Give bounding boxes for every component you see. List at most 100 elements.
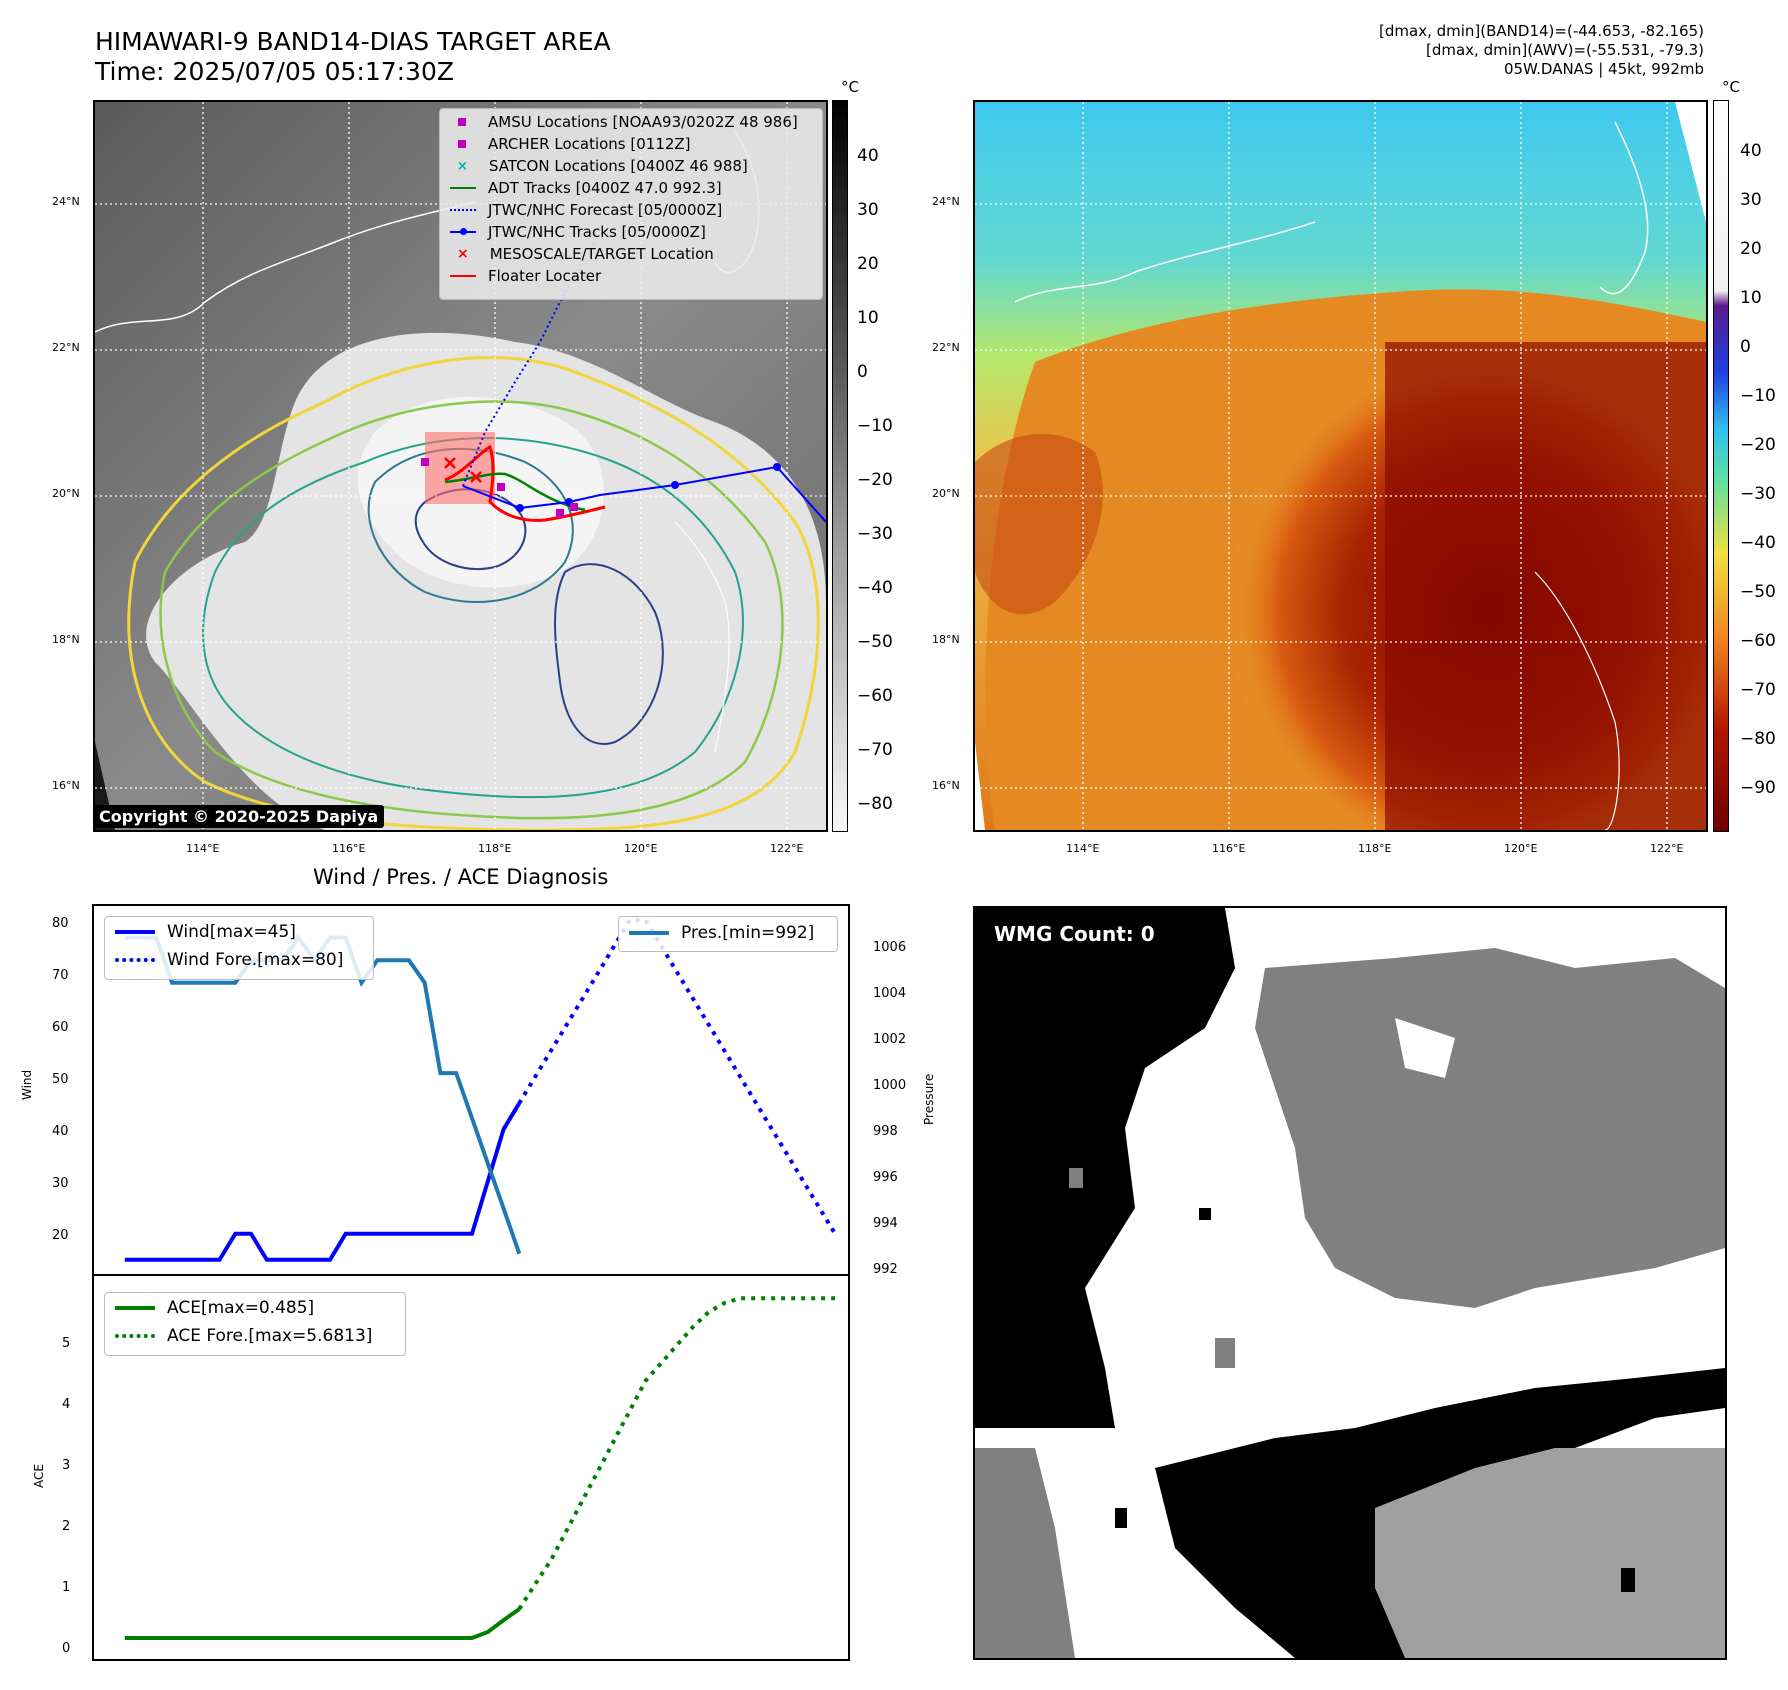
left-lon-tick: 116°E (332, 842, 366, 855)
right-lat-tick: 22°N (932, 341, 960, 354)
wmg-image (975, 908, 1725, 1658)
left-lon-tick: 122°E (770, 842, 804, 855)
pressure-tick: 1006 (873, 940, 907, 955)
ace-fore-legend-line (115, 1334, 155, 1338)
right-colorbar-tick: −50 (1740, 582, 1776, 602)
pressure-tick: 996 (873, 1170, 898, 1185)
right-colorbar-tick: −70 (1740, 680, 1776, 700)
wind-tick: 50 (52, 1072, 69, 1087)
right-colorbar-tick: 0 (1740, 337, 1751, 357)
left-map-legend: AMSU Locations [NOAA93/0202Z 48 986] ARC… (439, 108, 823, 300)
right-map-info: [dmax, dmin](BAND14)=(-44.653, -82.165) … (1104, 22, 1704, 79)
legend-floater-label: Floater Locater (488, 267, 602, 285)
wind-axis-label: Wind (20, 1069, 34, 1100)
left-colorbar-tick: 10 (857, 308, 879, 328)
pressure-tick: 1000 (873, 1078, 907, 1093)
ace-tick: 0 (62, 1641, 71, 1656)
left-map-panel: AMSU Locations [NOAA93/0202Z 48 986] ARC… (93, 100, 828, 832)
wind-tick: 80 (52, 916, 69, 931)
wind-tick: 60 (52, 1020, 69, 1035)
legend-satcon-label: SATCON Locations [0400Z 46 988] (488, 157, 748, 175)
diagnosis-chart (92, 904, 850, 1661)
legend-archer-marker (458, 140, 466, 148)
left-colorbar-tick: −80 (857, 794, 893, 814)
right-info-line: 05W.DANAS | 45kt, 992mb (1503, 60, 1704, 78)
left-map-time: Time: 2025/07/05 05:17:30Z (95, 57, 454, 86)
pres-legend-label: Pres.[min=992] (681, 923, 815, 943)
left-lat-tick: 16°N (52, 779, 80, 792)
right-lat-tick: 24°N (932, 195, 960, 208)
right-lon-tick: 122°E (1650, 842, 1684, 855)
right-colorbar-tick: 40 (1740, 141, 1762, 161)
left-colorbar-tick: −40 (857, 578, 893, 598)
ace-fore-legend-label: ACE Fore.[max=5.6813] (167, 1326, 373, 1346)
wind-tick: 20 (52, 1228, 69, 1243)
right-colorbar-tick: −20 (1740, 435, 1776, 455)
ace-legend: ACE[max=0.485] ACE Fore.[max=5.6813] (104, 1292, 406, 1356)
pressure-axis-label: Pressure (922, 1073, 936, 1125)
right-lon-tick: 120°E (1504, 842, 1538, 855)
left-colorbar (832, 100, 848, 832)
pressure-tick: 994 (873, 1216, 898, 1231)
right-colorbar-tick: −90 (1740, 778, 1776, 798)
legend-adt-label: ADT Tracks [0400Z 47.0 992.3] (488, 179, 722, 197)
right-lon-tick: 114°E (1066, 842, 1100, 855)
ace-axis-label: ACE (32, 1464, 46, 1488)
wind-fore-legend-label: Wind Fore.[max=80] (167, 950, 344, 970)
legend-archer-label: ARCHER Locations [0112Z] (488, 135, 691, 153)
left-colorbar-tick: −70 (857, 740, 893, 760)
left-colorbar-tick: 0 (857, 362, 868, 382)
left-colorbar-tick: −50 (857, 632, 893, 652)
right-colorbar-tick: 10 (1740, 288, 1762, 308)
left-lat-tick: 20°N (52, 487, 80, 500)
wind-tick: 70 (52, 968, 69, 983)
right-lon-tick: 118°E (1358, 842, 1392, 855)
ace-legend-label: ACE[max=0.485] (167, 1298, 315, 1318)
ace-tick: 3 (62, 1458, 71, 1473)
legend-floater-marker (450, 275, 476, 277)
right-lat-tick: 18°N (932, 633, 960, 646)
left-lat-tick: 22°N (52, 341, 80, 354)
left-lat-tick: 24°N (52, 195, 80, 208)
ace-legend-line (115, 1306, 155, 1310)
legend-forecast-label: JTWC/NHC Forecast [05/0000Z] (488, 201, 723, 219)
legend-tracks-label: JTWC/NHC Tracks [05/0000Z] (488, 223, 706, 241)
wind-forecast-series-line (501, 918, 837, 1235)
right-info-line: [dmax, dmin](BAND14)=(-44.653, -82.165) (1379, 22, 1704, 40)
wind-legend-line (115, 930, 155, 934)
left-lon-tick: 118°E (478, 842, 512, 855)
left-map-title: HIMAWARI-9 BAND14-DIAS TARGET AREA (95, 27, 611, 56)
right-colorbar-tick: 20 (1740, 239, 1762, 259)
ace-tick: 1 (62, 1580, 71, 1595)
wind-legend: Wind[max=45] Wind Fore.[max=80] (104, 916, 374, 980)
right-map-image (975, 102, 1706, 830)
right-colorbar-tick: −80 (1740, 729, 1776, 749)
diagnosis-title: Wind / Pres. / ACE Diagnosis (313, 865, 609, 889)
right-colorbar-tick: −30 (1740, 484, 1776, 504)
right-colorbar (1713, 100, 1729, 832)
wind-tick: 40 (52, 1124, 69, 1139)
legend-mesoscale-marker: × (457, 246, 469, 262)
ace-series-line (124, 1607, 521, 1640)
legend-forecast-marker (450, 209, 476, 211)
left-lon-tick: 114°E (186, 842, 220, 855)
plot-frame (92, 1274, 850, 1661)
right-colorbar-tick: −60 (1740, 631, 1776, 651)
legend-amsu-label: AMSU Locations [NOAA93/0202Z 48 986] (488, 113, 798, 131)
left-colorbar-tick: 30 (857, 200, 879, 220)
wind-fore-legend-line (115, 958, 155, 962)
pressure-tick: 992 (873, 1262, 898, 1277)
legend-satcon-marker: × (457, 158, 468, 174)
right-lat-tick: 20°N (932, 487, 960, 500)
legend-mesoscale-label: MESOSCALE/TARGET Location (489, 245, 714, 263)
pres-legend: Pres.[min=992] (618, 916, 838, 952)
left-colorbar-tick: −20 (857, 470, 893, 490)
pressure-tick: 998 (873, 1124, 898, 1139)
wmg-count-label: WMG Count: 0 (986, 918, 1163, 950)
pres-legend-line (629, 931, 669, 935)
right-lon-tick: 116°E (1212, 842, 1246, 855)
legend-amsu-marker (458, 118, 466, 126)
left-colorbar-unit: °C (841, 78, 859, 96)
wind-tick: 30 (52, 1176, 69, 1191)
wind-legend-label: Wind[max=45] (167, 922, 296, 942)
